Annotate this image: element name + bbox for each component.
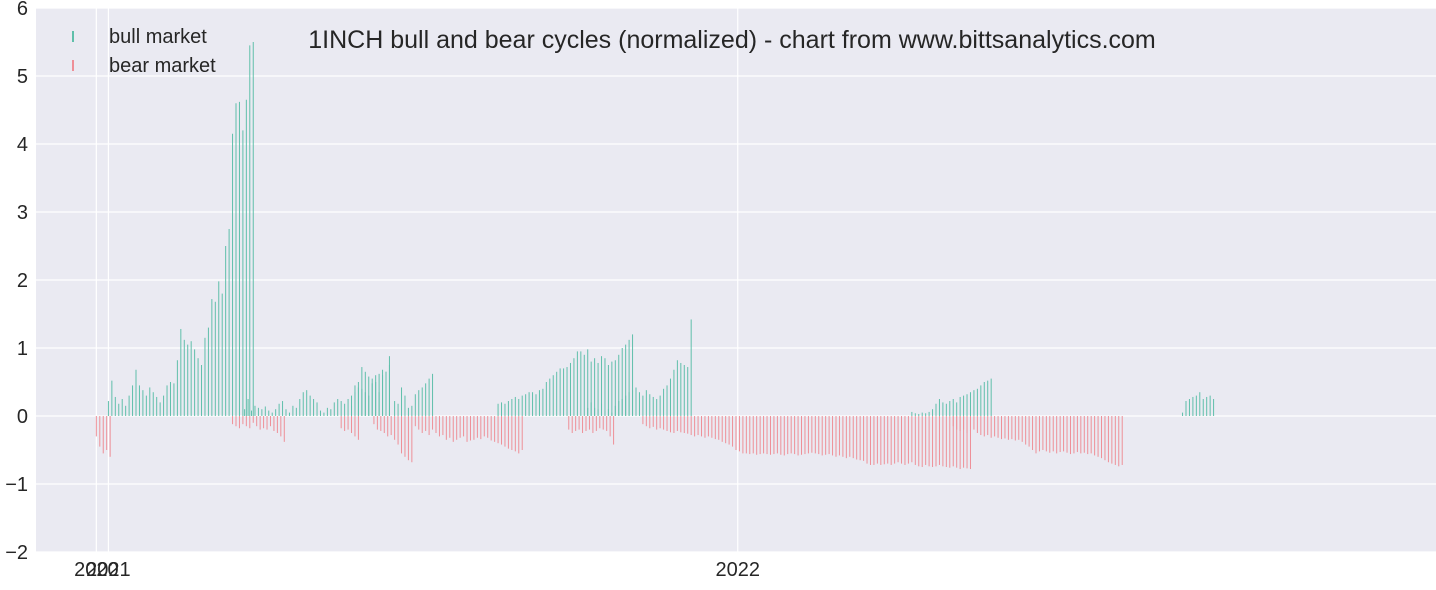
y-tick-label: 4	[17, 134, 28, 156]
y-tick-labels: −2 −1 0 1 2 3 4 5 6	[5, 0, 28, 564]
y-tick-label: 6	[17, 0, 28, 20]
legend-bull-label: bull market	[109, 26, 207, 48]
bars	[95, 42, 1215, 470]
y-tick-label: 3	[17, 202, 28, 224]
y-tick-label: 1	[17, 338, 28, 360]
x-tick-label: 2021	[86, 559, 131, 581]
legend-bear-label: bear market	[109, 55, 216, 77]
x-tick-label: 2022	[715, 559, 760, 581]
chart-title: 1INCH bull and bear cycles (normalized) …	[308, 26, 1156, 54]
legend: bull market bear market	[72, 26, 216, 77]
y-tick-label: −1	[5, 474, 28, 496]
y-tick-label: 5	[17, 66, 28, 88]
y-tick-label: 2	[17, 270, 28, 292]
y-tick-label: 0	[17, 406, 28, 428]
y-tick-label: −2	[5, 542, 28, 564]
x-tick-label: 2020	[74, 559, 119, 581]
